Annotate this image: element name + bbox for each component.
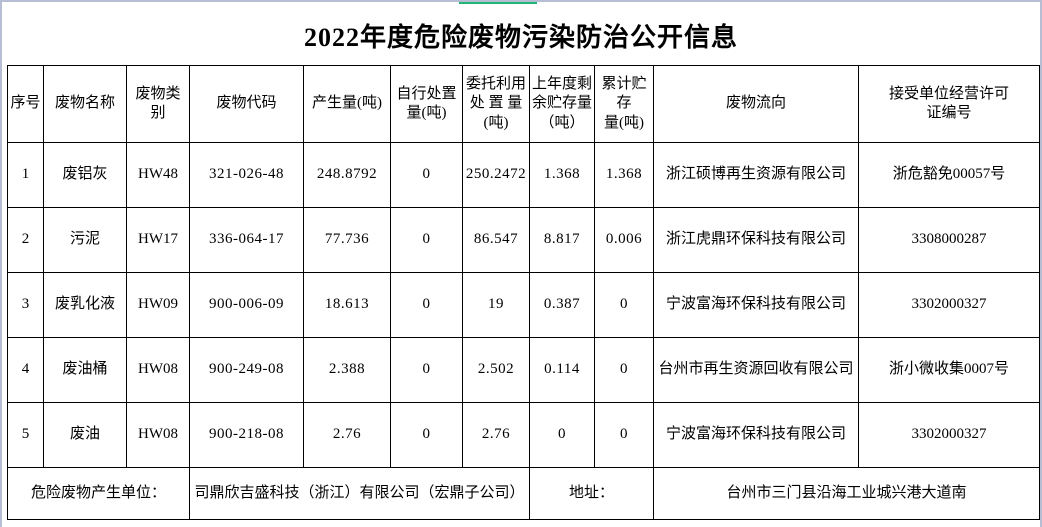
address-value: 台州市三门县沿海工业城兴港大道南 (653, 467, 1040, 520)
cell-output: 2.76 (303, 402, 391, 468)
cell-entrusted-disposal: 2.76 (462, 402, 530, 468)
cell-waste-name: 废油桶 (43, 337, 127, 403)
col-header-waste-flow: 废物流向 (653, 65, 859, 143)
cell-waste-name: 废铝灰 (43, 142, 127, 208)
table-footer-row: 危险废物产生单位： 司鼎欣吉盛科技（浙江）有限公司（宏鼎子公司） 地址： 台州市… (7, 467, 1040, 520)
col-header-cumulative-storage: 累计贮存 量(吨) (594, 65, 654, 143)
cell-waste-flow: 台州市再生资源回收有限公司 (653, 337, 859, 403)
cell-output: 2.388 (303, 337, 391, 403)
col-header-waste-name: 废物名称 (43, 65, 127, 143)
table-row: 4 废油桶 HW08 900-249-08 2.388 0 2.502 0.11… (7, 337, 1040, 403)
cell-output: 18.613 (303, 272, 391, 338)
col-header-entrusted-disposal: 委托利用 处 置 量 (吨) (462, 65, 530, 143)
cell-waste-category: HW17 (126, 207, 190, 273)
table-row: 1 废铝灰 HW48 321-026-48 248.8792 0 250.247… (7, 142, 1040, 208)
address-label: 地址： (529, 467, 654, 520)
cell-self-disposal: 0 (390, 402, 463, 468)
cell-self-disposal: 0 (390, 337, 463, 403)
cell-waste-category: HW09 (126, 272, 190, 338)
cell-output: 77.736 (303, 207, 391, 273)
cell-waste-code: 321-026-48 (189, 142, 304, 208)
cell-cumulative-storage: 0 (594, 337, 654, 403)
cell-entrusted-disposal: 19 (462, 272, 530, 338)
col-header-waste-category: 废物类 别 (126, 65, 190, 143)
cell-waste-category: HW48 (126, 142, 190, 208)
cell-output: 248.8792 (303, 142, 391, 208)
cell-waste-flow: 宁波富海环保科技有限公司 (653, 402, 859, 468)
cell-cumulative-storage: 0 (594, 272, 654, 338)
col-header-output: 产生量(吨) (303, 65, 391, 143)
table-row: 5 废油 HW08 900-218-08 2.76 0 2.76 0 0 宁波富… (7, 402, 1040, 468)
cell-cumulative-storage: 0 (594, 402, 654, 468)
cell-index: 5 (7, 402, 44, 468)
cell-waste-flow: 宁波富海环保科技有限公司 (653, 272, 859, 338)
cell-cumulative-storage: 0.006 (594, 207, 654, 273)
cell-license-no: 3302000327 (858, 272, 1040, 338)
cell-waste-category: HW08 (126, 402, 190, 468)
table-row: 2 污泥 HW17 336-064-17 77.736 0 86.547 8.8… (7, 207, 1040, 273)
cell-entrusted-disposal: 2.502 (462, 337, 530, 403)
cell-index: 4 (7, 337, 44, 403)
cell-prev-year-storage: 8.817 (529, 207, 595, 273)
cell-waste-flow: 浙江虎鼎环保科技有限公司 (653, 207, 859, 273)
cell-license-no: 浙危豁免00057号 (858, 142, 1040, 208)
cell-index: 3 (7, 272, 44, 338)
cell-index: 2 (7, 207, 44, 273)
col-header-waste-code: 废物代码 (189, 65, 304, 143)
cell-entrusted-disposal: 86.547 (462, 207, 530, 273)
cell-prev-year-storage: 0 (529, 402, 595, 468)
producer-label: 危险废物产生单位： (7, 467, 190, 520)
col-header-self-disposal: 自行处置 量(吨) (390, 65, 463, 143)
col-header-prev-year-storage: 上年度剩 余贮存量 （吨） (529, 65, 595, 143)
cell-entrusted-disposal: 250.2472 (462, 142, 530, 208)
col-header-index: 序号 (7, 65, 44, 143)
cell-waste-name: 废乳化液 (43, 272, 127, 338)
col-header-license-no: 接受单位经营许可 证编号 (858, 65, 1040, 143)
cell-self-disposal: 0 (390, 272, 463, 338)
producer-value: 司鼎欣吉盛科技（浙江）有限公司（宏鼎子公司） (189, 467, 530, 520)
cell-index: 1 (7, 142, 44, 208)
cell-waste-name: 污泥 (43, 207, 127, 273)
cell-prev-year-storage: 0.114 (529, 337, 595, 403)
cell-waste-code: 900-006-09 (189, 272, 304, 338)
page-title: 2022年度危险废物污染防治公开信息 (303, 22, 738, 52)
cell-license-no: 3308000287 (858, 207, 1040, 273)
cell-prev-year-storage: 0.387 (529, 272, 595, 338)
cell-self-disposal: 0 (390, 142, 463, 208)
cell-waste-code: 900-218-08 (189, 402, 304, 468)
cell-license-no: 浙小微收集0007号 (858, 337, 1040, 403)
cell-waste-name: 废油 (43, 402, 127, 468)
cell-prev-year-storage: 1.368 (529, 142, 595, 208)
table-row: 3 废乳化液 HW09 900-006-09 18.613 0 19 0.387… (7, 272, 1040, 338)
cell-waste-code: 336-064-17 (189, 207, 304, 273)
table-header-row: 序号 废物名称 废物类 别 废物代码 产生量(吨) 自行处置 量(吨) 委托利用… (7, 65, 1040, 143)
cell-waste-category: HW08 (126, 337, 190, 403)
cell-cumulative-storage: 1.368 (594, 142, 654, 208)
cell-self-disposal: 0 (390, 207, 463, 273)
cell-waste-flow: 浙江硕博再生资源有限公司 (653, 142, 859, 208)
cell-license-no: 3302000327 (858, 402, 1040, 468)
cell-waste-code: 900-249-08 (189, 337, 304, 403)
hazardous-waste-table: 序号 废物名称 废物类 别 废物代码 产生量(吨) 自行处置 量(吨) 委托利用… (7, 65, 1040, 520)
selection-accent-bar (459, 2, 537, 4)
